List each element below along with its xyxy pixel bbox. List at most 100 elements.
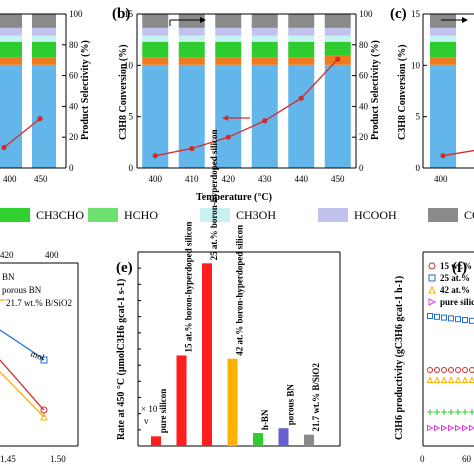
panel-a-bar-400-HCHO	[0, 41, 22, 58]
panel-d-annotation: mol	[29, 348, 46, 362]
panel-b-bar-400-HCHO	[142, 41, 169, 58]
panel-a-bar-450-CH3CHO	[32, 57, 56, 65]
panel-b-bar-430-CO	[251, 14, 278, 28]
panel-a-point-1	[37, 116, 43, 122]
panel-b-bar-400-CH3OH	[142, 35, 169, 42]
panel-e-bar-label-4: h-BN	[260, 409, 270, 430]
panel-f-point	[454, 376, 462, 383]
panel-b-ylabel-right: Product Selectivity (%)	[370, 40, 381, 140]
panel-e-bar-6	[304, 434, 314, 446]
panel-f-point	[440, 376, 448, 383]
panel-f-point	[455, 409, 461, 415]
panel-f-point	[441, 314, 447, 321]
panel-e-bar-3	[227, 358, 238, 446]
panel-e-ylabel: Rate at 450 °C (μmolC3H6 gcat-1 s-1)	[116, 279, 127, 440]
panel-f-point	[427, 424, 434, 432]
panel-c-left-tick-label: 5	[416, 112, 421, 122]
panel-a-bar-400-CH3OH	[0, 35, 22, 42]
panel-a-xtick-450: 450	[34, 174, 48, 184]
panel-f-point	[469, 317, 474, 324]
panel-a-bar-400-CO	[0, 14, 22, 28]
panel-e-bar-2	[202, 263, 212, 446]
panel-b-bar-440-C3H6	[288, 64, 315, 168]
panel-f: (f) 15 wt.% 25 at.% 42 at.% pure silic 0 60…	[394, 251, 474, 464]
panel-b-xtick-400: 400	[149, 174, 163, 184]
panel-b-xtick-450: 450	[331, 174, 345, 184]
panel-f-point	[441, 367, 447, 373]
panel-a-right-tick-label: 100	[69, 9, 83, 19]
panel-a-ylabel-right: Product Selectivity (%)	[80, 40, 91, 140]
panel-d: 420 400 BN porous BN 21.7 wt.% B/SiO2 1.…	[0, 250, 79, 464]
panel-b-bar-410-HCHO	[178, 41, 205, 58]
panel-b-right-tick-label: 60	[359, 71, 369, 81]
panel-b-xlabel: Temperature (°C)	[196, 192, 272, 203]
panel-b-bar-400-CO	[142, 14, 169, 28]
panel-a-right-tick-label: 80	[69, 40, 79, 50]
selectivity-legend: CH3CHO HCHO CH3OH HCOOH CO	[0, 208, 474, 222]
panel-a-bar-450-C3H6	[32, 64, 56, 168]
panel-f-legend-marker-0	[428, 262, 436, 270]
panel-d-marker-2	[40, 412, 48, 421]
panel-b-ylabel: C3H8 Conversion (%)	[118, 44, 129, 140]
panel-a-bar-400-HCOOH	[0, 27, 22, 36]
panel-f-point	[469, 409, 474, 415]
panel-e-bar-label-5: porous BN	[286, 384, 296, 426]
panel-f-legend-label-3: pure silic	[440, 297, 474, 307]
panel-e-bar-1	[176, 355, 187, 446]
panel-f-point	[468, 376, 474, 383]
legend-swatch-HCOOH	[318, 208, 348, 222]
panel-b-bar-410-HCOOH	[178, 27, 205, 36]
panel-b-bar-440-HCHO	[288, 41, 315, 58]
panel-b-left-tick-label: 5	[129, 112, 134, 122]
panel-b-bar-410-CH3OH	[178, 35, 205, 42]
panel-a-right-tick-label: 0	[69, 163, 74, 173]
panel-b-bar-410-CO	[178, 14, 205, 28]
panel-a-bar-450-CH3OH	[32, 35, 56, 42]
panel-e-bars	[151, 263, 314, 446]
panel-f-point	[455, 367, 461, 373]
panel-b-bar-430-HCOOH	[251, 27, 278, 36]
panel-b-right-tick-label: 0	[359, 163, 364, 173]
legend-swatch-CH3OH	[200, 208, 230, 222]
panel-a-bars	[0, 14, 56, 168]
panel-b-right-tick-label: 100	[359, 9, 373, 19]
panel-b-bar-420-CO	[215, 14, 242, 28]
arrow-right-icon	[200, 17, 206, 23]
panel-e-annotation-arrow: v	[144, 416, 149, 426]
panel-a: 0 20 40 60 80 100 400 450 Product Selectivity…	[0, 9, 91, 184]
panel-b-conversion-point-410	[189, 145, 195, 152]
panel-a-xtick-400: 400	[3, 174, 17, 184]
panel-d-legend-bn: BN	[2, 272, 15, 282]
panel-b-conversion-polyline	[155, 58, 339, 157]
panel-b-bar-430-CH3CHO	[251, 57, 278, 65]
panel-e-bar-label-2: 25 at.% boron-hyperdoped silicon	[209, 129, 219, 260]
panel-f-xtick-0: 0	[420, 454, 425, 464]
panel-c-bar-400-HCHO	[430, 41, 456, 58]
panel-b-bar-430-HCHO	[251, 41, 278, 58]
panel-f-point	[461, 376, 469, 383]
panel-b-left-ticks: 0 5 10 15	[124, 9, 141, 173]
panel-d-line-2	[0, 371, 45, 418]
panel-a-right-tick-label: 20	[69, 132, 79, 142]
panel-b-right-ticks: 0 20 40 60 80 100	[352, 9, 373, 173]
panel-d-xtick-150: 1.50	[50, 454, 66, 464]
arrow-left-icon	[222, 115, 228, 121]
panel-f-point	[462, 317, 468, 323]
panel-d-top-tick-400: 400	[45, 250, 59, 260]
panel-b-xtick-410: 410	[185, 174, 199, 184]
panel-f-point	[462, 424, 469, 432]
panel-f-point	[441, 409, 447, 415]
legend-leading-swatch	[0, 208, 30, 222]
panel-b-bar-420-CH3OH	[215, 35, 242, 42]
legend-label-HCOOH: HCOOH	[354, 208, 397, 222]
panel-b-left-tick-label: 10	[124, 60, 134, 70]
panel-f-point	[441, 424, 448, 432]
panel-f-legend-marker-1	[428, 274, 436, 282]
panel-c-left-tick-label: 0	[416, 163, 421, 173]
panel-c-bars	[430, 14, 474, 168]
panel-f-point	[427, 313, 433, 319]
panel-b-conversion-point-400	[152, 153, 158, 159]
panel-b-conversion-point-450	[335, 56, 341, 62]
